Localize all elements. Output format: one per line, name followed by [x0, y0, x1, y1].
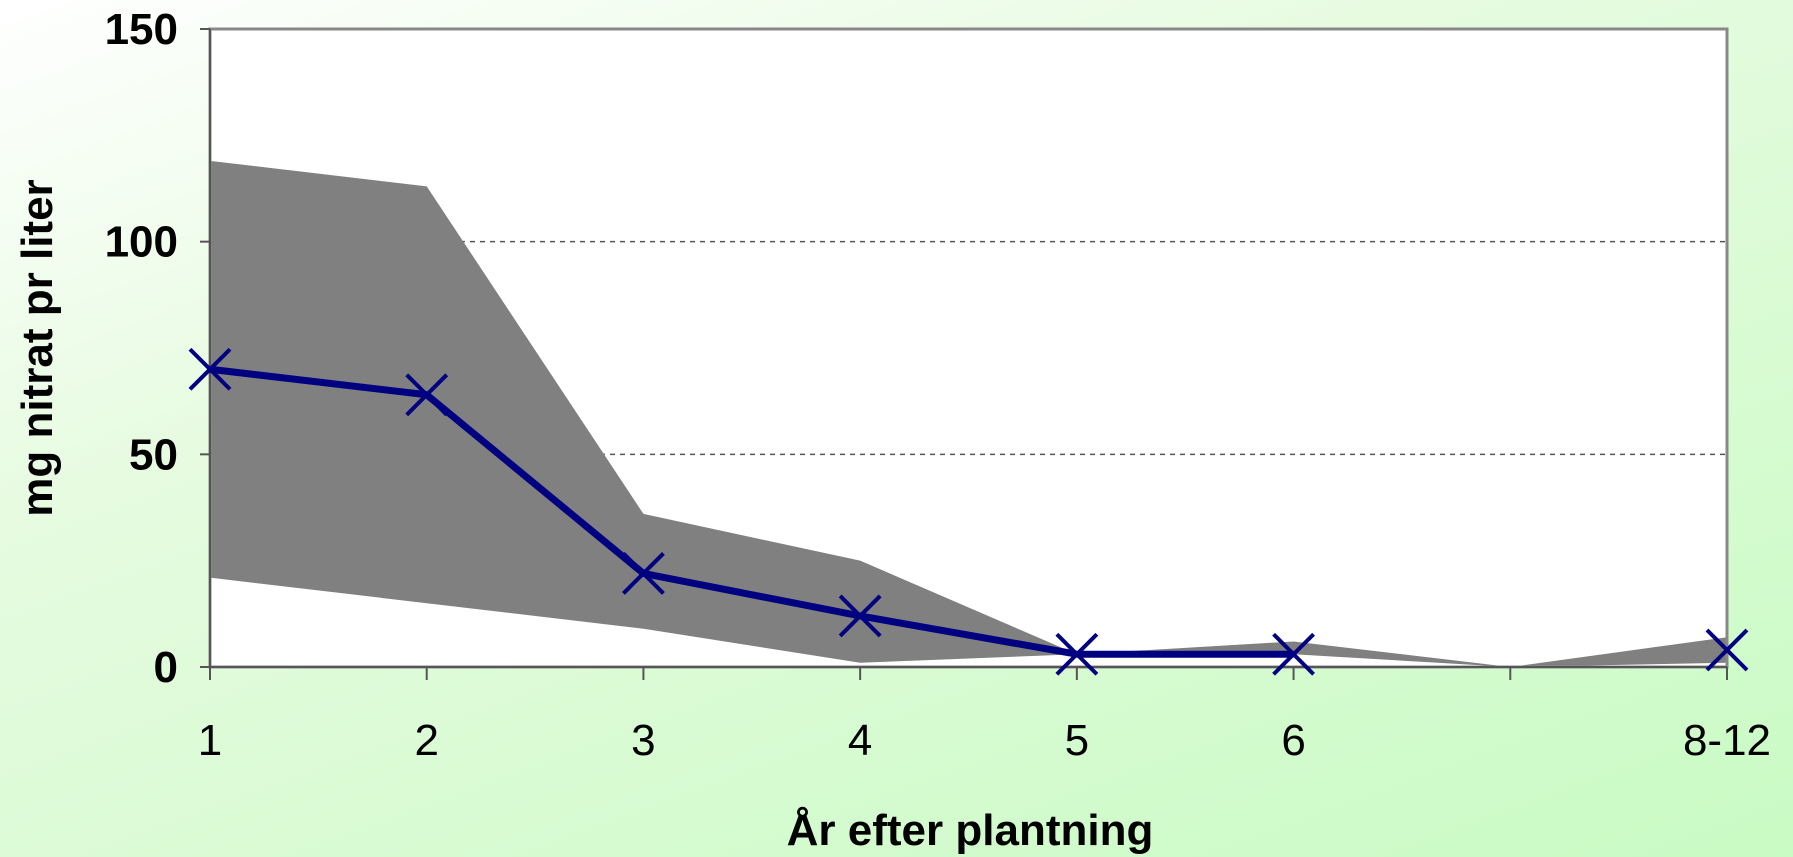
- y-tick-labels: 0 50 100 150: [105, 5, 178, 692]
- data-point-5: [1272, 632, 1315, 676]
- y-tick-label-1: 50: [129, 430, 178, 479]
- data-point-0: [188, 347, 232, 391]
- marker-stroke-b-1: [405, 373, 449, 417]
- x-tick-label-5: 6: [1281, 716, 1305, 765]
- marker-stroke-b-4: [1055, 632, 1099, 676]
- y-axis-title: mg nitrat pr liter: [13, 179, 62, 516]
- series-line-0: [209, 365, 1294, 658]
- marker-stroke-b-2: [622, 552, 665, 595]
- series-line-group: [188, 347, 1749, 676]
- x-tick-label-0: 1: [198, 716, 222, 765]
- x-tick-label-3: 4: [848, 716, 872, 765]
- x-tick-label-7: 8-12: [1683, 716, 1771, 765]
- x-tick-label-4: 5: [1065, 716, 1089, 765]
- marker-stroke-b-0: [188, 347, 232, 391]
- x-tick-label-2: 3: [631, 716, 655, 765]
- data-point-3: [838, 594, 882, 638]
- range-band: [210, 160, 1727, 667]
- marker-stroke-b-7: [1705, 628, 1749, 672]
- axes: [200, 27, 1729, 680]
- x-axis-title: År efter plantning: [787, 806, 1154, 855]
- data-point-1: [405, 373, 449, 417]
- x-tick-label-1: 2: [414, 716, 438, 765]
- y-tick-label-3: 150: [105, 5, 178, 54]
- x-tick-labels: 1 2 3 4 5 6 8-12: [198, 716, 1771, 765]
- data-point-7: [1705, 628, 1749, 672]
- marker-stroke-b-5: [1272, 632, 1315, 676]
- data-point-2: [622, 552, 665, 595]
- marker-stroke-b-3: [838, 594, 882, 638]
- y-tick-label-0: 0: [154, 643, 178, 692]
- data-point-4: [1055, 632, 1099, 676]
- y-tick-label-2: 100: [105, 218, 178, 267]
